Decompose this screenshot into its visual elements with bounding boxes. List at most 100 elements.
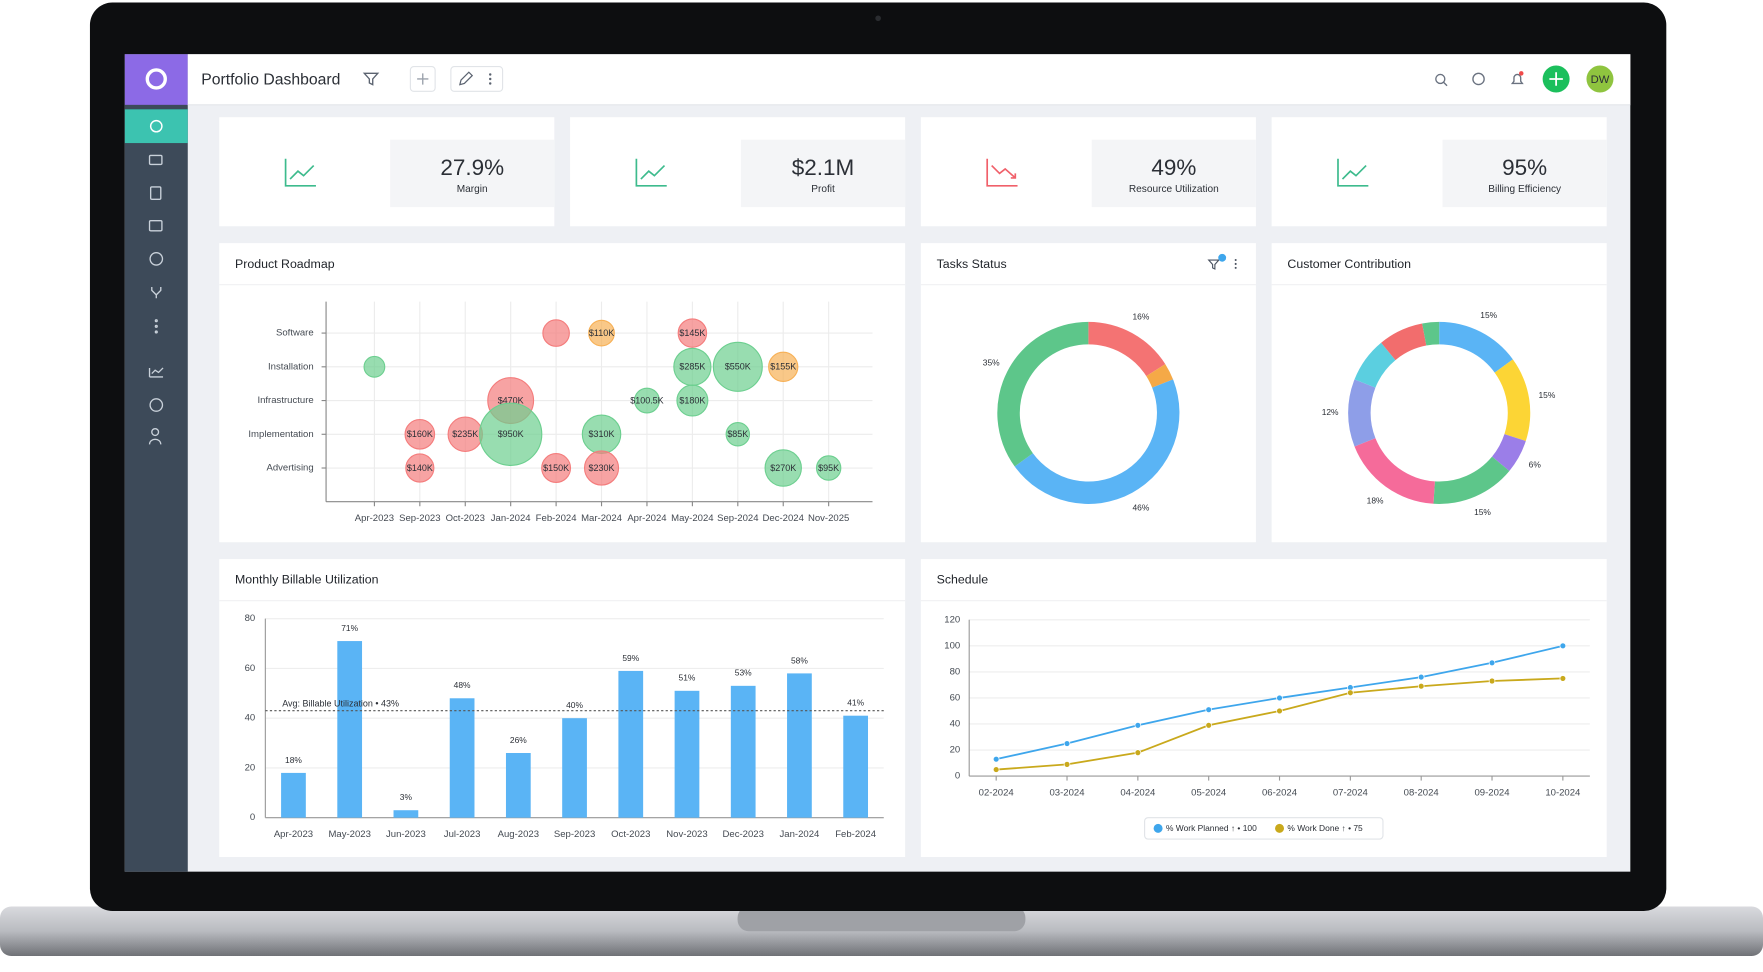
- more-button[interactable]: [488, 73, 492, 85]
- bar-value-label: 58%: [791, 655, 808, 665]
- x-tick-label: 07-2024: [1333, 787, 1369, 798]
- y-tick-label: 0: [250, 812, 255, 823]
- legend-label[interactable]: % Work Planned ↑ • 100: [1166, 823, 1257, 833]
- bubble-label: $550K: [725, 362, 751, 372]
- kpi-label: Resource Utilization: [1129, 184, 1219, 195]
- panel-menu-dot[interactable]: [1234, 262, 1237, 265]
- bar-value-label: 71%: [341, 623, 358, 633]
- donut-segment: [1381, 323, 1427, 361]
- bubble-label: $235K: [452, 429, 478, 439]
- average-label: Avg: Billable Utilization • 43%: [282, 698, 399, 708]
- nav-icon[interactable]: [148, 219, 163, 232]
- bubble-label: $270K: [770, 463, 796, 473]
- bar-value-label: 40%: [566, 700, 583, 710]
- bubble: [725, 422, 751, 447]
- kpi-icon-axes: [635, 158, 667, 187]
- donut-label: 15%: [1480, 310, 1497, 320]
- donut-segment: [997, 321, 1089, 467]
- notification-dot: [1519, 71, 1524, 76]
- x-tick-label: 10-2024: [1545, 787, 1581, 798]
- y-tick-label: 100: [944, 640, 960, 651]
- legend-marker[interactable]: [1275, 823, 1285, 833]
- x-tick-label: Sep-2023: [554, 829, 595, 840]
- series-point: [1488, 659, 1496, 667]
- bar-value-label: 26%: [510, 735, 527, 745]
- donut-segment: [1354, 438, 1435, 504]
- bar: [843, 715, 869, 818]
- app-logo[interactable]: [124, 54, 188, 105]
- series-point: [1134, 722, 1142, 729]
- bar: [562, 718, 587, 818]
- y-tick-label: 80: [245, 613, 256, 624]
- x-tick-label: Oct-2023: [446, 513, 485, 524]
- y-tick-label: 20: [950, 745, 961, 756]
- nav-icon[interactable]: [148, 428, 162, 445]
- y-tick-label: 60: [245, 663, 256, 674]
- nav-icon[interactable]: [149, 398, 164, 412]
- x-tick-label: Feb-2024: [536, 513, 578, 524]
- nav-icon[interactable]: [154, 330, 158, 334]
- donut-segment: [1014, 379, 1180, 504]
- x-tick-label: Apr-2024: [627, 513, 667, 524]
- panel-title: Tasks Status: [937, 257, 1007, 271]
- nav-icon[interactable]: [149, 186, 162, 200]
- donut-label: 15%: [1538, 390, 1555, 400]
- series-point: [1559, 642, 1567, 650]
- kpi-value: 49%: [1151, 155, 1196, 180]
- nav-icon[interactable]: [154, 324, 158, 328]
- legend-marker[interactable]: [1153, 823, 1163, 833]
- nav-icon[interactable]: [151, 286, 162, 299]
- nav-icon[interactable]: [148, 154, 163, 166]
- filter-button[interactable]: [362, 72, 380, 86]
- donut-segment: [1348, 379, 1376, 447]
- legend-label[interactable]: % Work Done ↑ • 75: [1287, 823, 1363, 833]
- bubble: [768, 351, 799, 382]
- kpi-icon-axes: [1337, 158, 1369, 187]
- y-tick-label: Installation: [268, 361, 314, 372]
- panel-title: Monthly Billable Utilization: [235, 573, 379, 587]
- nav-item-active[interactable]: [124, 109, 188, 144]
- kpi-trend-icon: [640, 164, 666, 180]
- panel-filter-button[interactable]: [1207, 259, 1221, 270]
- bubble: [764, 449, 802, 487]
- donut-label: 16%: [1132, 312, 1149, 322]
- series-point: [1063, 740, 1071, 747]
- edit-button[interactable]: [459, 71, 474, 86]
- bubble-label: $100.5K: [630, 395, 663, 405]
- notifications-button[interactable]: [1510, 73, 1524, 85]
- nav-icon[interactable]: [149, 252, 164, 266]
- bubble-label: $110K: [589, 328, 614, 338]
- edit-group: [450, 66, 504, 92]
- bubble: [404, 418, 436, 450]
- panel-menu-dot[interactable]: [1234, 258, 1237, 262]
- y-tick-label: 60: [950, 692, 961, 703]
- panel-menu-dot[interactable]: [1234, 266, 1237, 269]
- y-tick-label: 120: [944, 614, 960, 625]
- search-button[interactable]: [1435, 73, 1446, 85]
- kpi-label: Billing Efficiency: [1488, 184, 1562, 195]
- bubble-label: $950K: [498, 429, 524, 439]
- nav-icon[interactable]: [148, 367, 164, 378]
- bubble: [479, 402, 543, 466]
- kpi-icon-axes: [284, 158, 316, 187]
- bubble-label: $310K: [589, 429, 615, 439]
- mentions-button[interactable]: [1472, 72, 1485, 86]
- panel-title: Schedule: [937, 573, 989, 587]
- donut-label: 15%: [1474, 507, 1491, 517]
- kpi-icon-axes: [986, 158, 1018, 187]
- bar-value-label: 41%: [847, 698, 864, 708]
- bubble-label: $180K: [679, 395, 705, 405]
- x-tick-label: Aug-2023: [498, 829, 539, 840]
- y-tick-label: 20: [245, 762, 256, 773]
- y-tick-label: 80: [950, 666, 961, 677]
- donut-segment: [1354, 342, 1396, 388]
- series-point: [1488, 677, 1496, 685]
- bubble-label: $140K: [407, 463, 433, 473]
- avatar[interactable]: [1586, 65, 1614, 93]
- nav-icon[interactable]: [154, 319, 158, 323]
- kpi-value: 27.9%: [440, 155, 504, 180]
- panel: [219, 243, 906, 543]
- x-tick-label: Jan-2024: [780, 829, 821, 840]
- kpi-value-box: [1442, 139, 1607, 208]
- kpi-value: $2.1M: [792, 155, 854, 180]
